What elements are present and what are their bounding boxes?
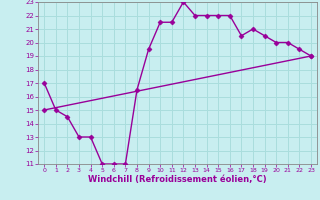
X-axis label: Windchill (Refroidissement éolien,°C): Windchill (Refroidissement éolien,°C) [88,175,267,184]
